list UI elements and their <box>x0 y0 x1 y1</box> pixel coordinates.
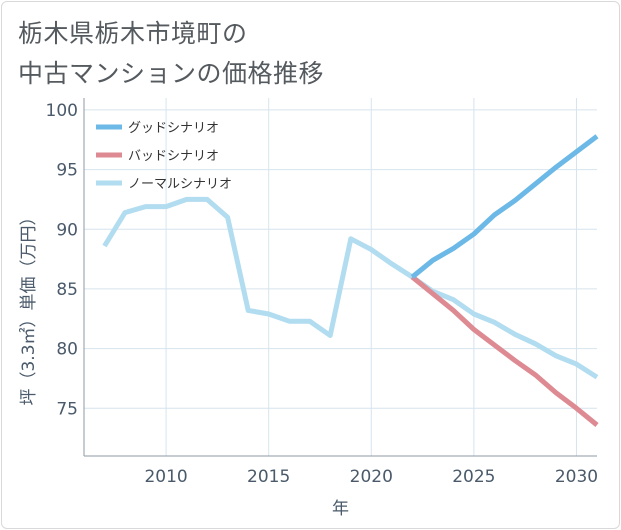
legend-label: バッドシナリオ <box>128 149 219 164</box>
axes <box>83 98 597 457</box>
series-line-1 <box>410 134 599 279</box>
legend-label: ノーマルシナリオ <box>128 177 232 192</box>
y-tick-label: 85 <box>56 280 78 300</box>
x-axis-ticks: 2010 2015 2020 2025 2030 <box>144 467 598 487</box>
x-tick-label: 2020 <box>350 467 393 487</box>
legend-label: グッドシナリオ <box>128 121 219 136</box>
series-line-2 <box>410 275 599 427</box>
chart-title: 栃木県栃木市境町の 中古マンションの価格推移 <box>18 14 324 94</box>
y-tick-label: 80 <box>56 340 78 360</box>
x-tick-label: 2015 <box>247 467 290 487</box>
legend-item-3[interactable]: ノーマルシナリオ <box>96 177 232 192</box>
x-tick-label: 2025 <box>452 467 495 487</box>
chart-title-line-1: 栃木県栃木市境町の <box>18 19 248 48</box>
x-tick-label: 2030 <box>555 467 598 487</box>
series-line-3 <box>102 196 599 380</box>
x-tick-label: 2010 <box>144 467 187 487</box>
chart-title-line-2: 中古マンションの価格推移 <box>18 59 325 88</box>
y-tick-label: 90 <box>56 220 78 240</box>
y-tick-label: 75 <box>56 399 78 419</box>
y-axis-ticks: 75 80 85 90 95 100 <box>46 101 78 419</box>
series <box>102 134 599 427</box>
legend-item-2[interactable]: バッドシナリオ <box>96 149 219 164</box>
y-tick-label: 95 <box>56 161 78 181</box>
x-axis-label: 年 <box>332 499 349 519</box>
y-tick-label: 100 <box>46 101 78 121</box>
y-axis-label: 坪（3.3㎡）単価（万円） <box>19 208 39 405</box>
legend-item-1[interactable]: グッドシナリオ <box>96 121 219 136</box>
grid <box>84 98 597 456</box>
